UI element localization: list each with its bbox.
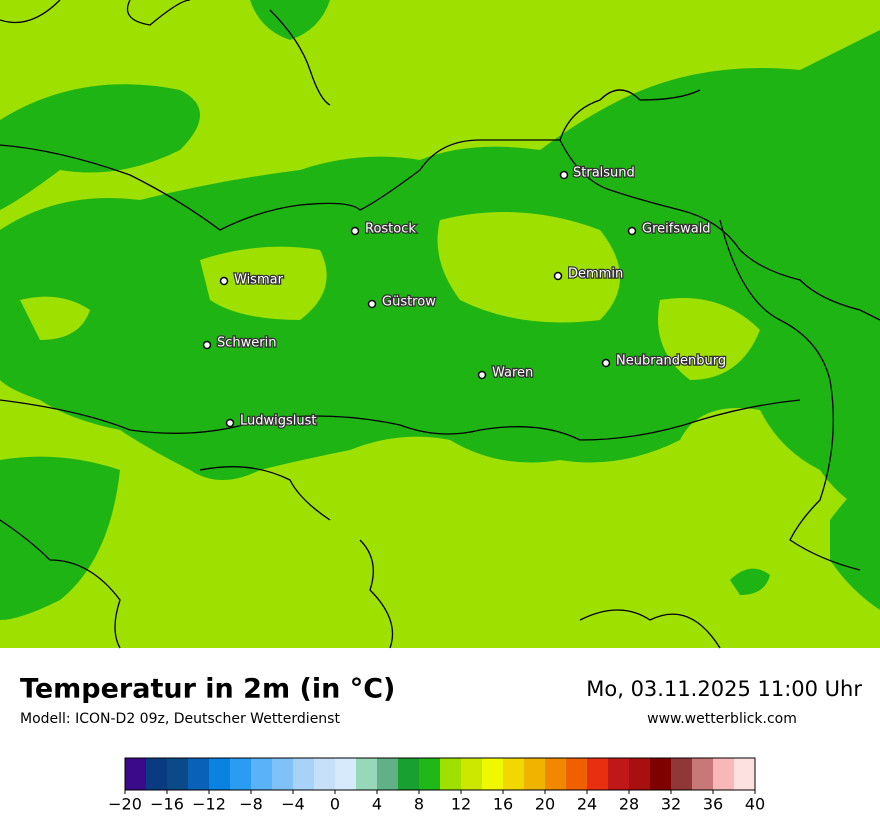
subtitle: Modell: ICON-D2 09z, Deutscher Wetterdie… bbox=[20, 711, 340, 727]
colorbar-tick-label: 8 bbox=[414, 795, 424, 814]
colorbar-bin bbox=[146, 758, 168, 790]
colorbar-frame bbox=[124, 757, 756, 791]
colorbar-tick-label: −12 bbox=[192, 795, 226, 814]
city: Rostock bbox=[350, 220, 418, 238]
colorbar-bin bbox=[293, 758, 315, 790]
colorbar-bin bbox=[398, 758, 420, 790]
colorbar-bin bbox=[482, 758, 504, 790]
city-label: Neubrandenburg bbox=[616, 354, 726, 369]
city: Schwerin bbox=[202, 334, 278, 352]
city-labels: Stralsund Rostock Greifswald Wismar Demm… bbox=[202, 164, 727, 430]
colorbar-bin bbox=[209, 758, 231, 790]
colorbar-bin bbox=[734, 758, 756, 790]
colorbar-tick-label: −20 bbox=[108, 795, 142, 814]
title: Temperatur in 2m (in °C) bbox=[20, 674, 395, 705]
map bbox=[0, 0, 880, 649]
city: Waren bbox=[477, 364, 535, 382]
colorbar-tick-label: 24 bbox=[577, 795, 597, 814]
colorbar-tick-label: −8 bbox=[239, 795, 263, 814]
colorbar-bin bbox=[188, 758, 210, 790]
city-label: Rostock bbox=[365, 222, 416, 237]
colorbar-tick-label: 20 bbox=[535, 795, 555, 814]
colorbar-tick-label: 12 bbox=[451, 795, 471, 814]
colorbar-bin bbox=[692, 758, 714, 790]
datetime: Mo, 03.11.2025 11:00 Uhr bbox=[586, 677, 862, 701]
temperature-areas bbox=[0, 0, 880, 620]
colorbar-tick-label: 32 bbox=[661, 795, 681, 814]
city: Neubrandenburg bbox=[601, 352, 727, 370]
colorbar-bin bbox=[524, 758, 546, 790]
city-label: Ludwigslust bbox=[240, 414, 317, 429]
warm-patches bbox=[20, 212, 760, 380]
city-label: Greifswald bbox=[642, 222, 711, 237]
city-label: Wismar bbox=[234, 273, 284, 288]
colorbar-bin bbox=[314, 758, 336, 790]
city: Stralsund bbox=[559, 164, 636, 182]
city: Güstrow bbox=[367, 293, 437, 311]
colorbar-tick-label: −16 bbox=[150, 795, 184, 814]
colorbar-bin bbox=[713, 758, 735, 790]
colorbar-bin bbox=[377, 758, 399, 790]
city-label: Demmin bbox=[568, 267, 623, 282]
city-label: Güstrow bbox=[382, 295, 436, 310]
city-label: Waren bbox=[492, 366, 533, 381]
borders bbox=[0, 0, 880, 649]
colorbar-bin bbox=[608, 758, 630, 790]
colorbar-bin bbox=[566, 758, 588, 790]
colorbar-tick-label: 40 bbox=[745, 795, 765, 814]
city-label: Stralsund bbox=[573, 166, 635, 181]
colorbar-tick-label: 36 bbox=[703, 795, 723, 814]
colorbar-bin bbox=[335, 758, 357, 790]
colorbar-bin bbox=[671, 758, 693, 790]
colorbar-bin bbox=[230, 758, 252, 790]
colorbar-bin bbox=[461, 758, 483, 790]
colorbar-bin bbox=[419, 758, 441, 790]
colorbar-bin bbox=[440, 758, 462, 790]
colorbar-bin bbox=[356, 758, 378, 790]
city: Demmin bbox=[553, 265, 624, 283]
city: Wismar bbox=[219, 271, 285, 289]
colorbar-bin bbox=[125, 758, 147, 790]
colorbar-bin bbox=[587, 758, 609, 790]
colorbar-tick-label: 16 bbox=[493, 795, 513, 814]
colorbar-bin bbox=[545, 758, 567, 790]
colorbar: −20 −16 −12 −8 −4 0 4 8 12 16 20 24 28 32 36 40 bbox=[108, 757, 765, 814]
colorbar-tick-label: −4 bbox=[281, 795, 305, 814]
colorbar-bin bbox=[503, 758, 525, 790]
colorbar-bin bbox=[167, 758, 189, 790]
colorbar-tick-label: 28 bbox=[619, 795, 639, 814]
colorbar-bin bbox=[629, 758, 651, 790]
colorbar-tick-label: 4 bbox=[372, 795, 382, 814]
colorbar-bin bbox=[272, 758, 294, 790]
colorbar-tick-label: 0 bbox=[330, 795, 340, 814]
city: Greifswald bbox=[627, 220, 712, 238]
website: www.wetterblick.com bbox=[647, 711, 797, 727]
city-label: Schwerin bbox=[217, 336, 276, 351]
city: Ludwigslust bbox=[225, 412, 318, 430]
colorbar-bin bbox=[650, 758, 672, 790]
colorbar-bin bbox=[251, 758, 273, 790]
